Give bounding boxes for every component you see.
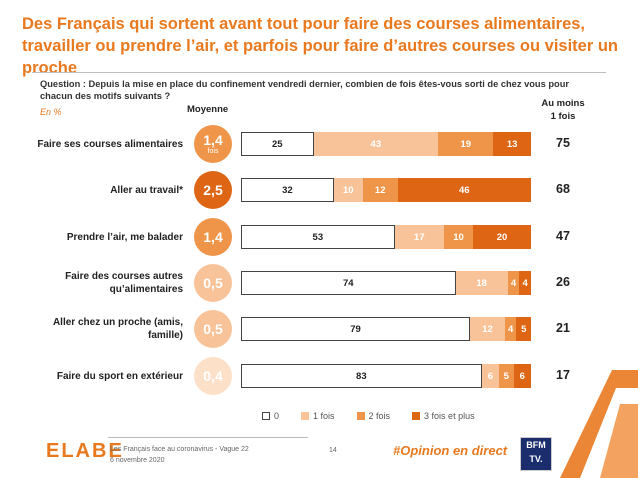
at-least-once-value: 17	[556, 368, 570, 382]
mean-circle: 0,5	[194, 310, 232, 348]
mean-value: 1,4	[203, 132, 223, 148]
at-least-once-value: 68	[556, 182, 570, 196]
source-note: Les Français face au coronavirus - Vague…	[110, 444, 249, 466]
category-label: Faire du sport en extérieur	[56, 370, 183, 382]
legend-swatch	[356, 412, 365, 420]
legend-swatch	[301, 412, 310, 420]
bar-segment: 5	[516, 317, 531, 341]
bfm-logo-line2: TV.	[529, 454, 543, 464]
at-least-once-value: 21	[556, 321, 570, 335]
source-line-2: 6 novembre 2020	[110, 457, 165, 464]
bar-segment: 43	[313, 132, 439, 156]
mean-circle: 2,5	[194, 171, 232, 209]
mean-value: 0,4	[203, 368, 223, 384]
at-least-once-value: 47	[556, 229, 570, 243]
bar-segment: 6	[513, 364, 531, 388]
mean-circle: 0,5	[194, 264, 232, 302]
bar-segment: 17	[394, 225, 444, 249]
title-divider	[32, 72, 606, 73]
mean-circle: 1,4	[194, 218, 232, 256]
legend-swatch	[412, 412, 421, 420]
stacked-bar: 79 12 4 5	[241, 317, 531, 341]
stacked-bar: 32 10 12 46	[241, 178, 531, 202]
mean-circle: 0,4	[194, 357, 232, 395]
atleast-column-header: Au moins 1 fois	[533, 97, 593, 123]
mean-value: 0,5	[203, 275, 223, 291]
legend-label: 3 fois et plus	[424, 411, 475, 421]
bar-segment: 79	[241, 317, 471, 341]
atleast-header-line2: 1 fois	[550, 111, 576, 122]
bar-segment: 46	[397, 178, 531, 202]
category-label: Faire ses courses alimentaires	[37, 138, 183, 150]
legend-item: 0	[262, 411, 279, 421]
bar-segment: 4	[507, 271, 520, 295]
legend-label: 2 fois	[368, 411, 391, 421]
legend-label: 1 fois	[313, 411, 335, 421]
bfmtv-logo: BFM TV.	[520, 437, 552, 471]
source-line-1: Les Français face au coronavirus - Vague…	[110, 446, 249, 453]
bar-segment: 18	[455, 271, 508, 295]
category-label: Prendre l’air, me balader	[66, 231, 183, 243]
category-label: Faire des courses autres qu’alimentaires	[65, 271, 183, 295]
decorative-triangle-icon	[560, 370, 638, 478]
page-title: Des Français qui sortent avant tout pour…	[22, 15, 619, 77]
bar-segment: 6	[481, 364, 500, 388]
bar-segment: 74	[241, 271, 456, 295]
mean-value: 0,5	[203, 321, 223, 337]
page-number: 14	[329, 447, 337, 454]
bar-segment: 10	[333, 178, 363, 202]
atleast-header-line1: Au moins	[541, 98, 585, 109]
bar-segment: 10	[443, 225, 473, 249]
at-least-once-value: 26	[556, 275, 570, 289]
bar-segment: 25	[241, 132, 314, 156]
bar-segment: 53	[241, 225, 395, 249]
mean-column-header: Moyenne	[187, 104, 229, 115]
category-label: Aller au travail*	[110, 184, 183, 196]
bar-segment: 4	[504, 317, 517, 341]
survey-question: Question : Depuis la mise en place du co…	[40, 79, 570, 101]
legend-label: 0	[274, 411, 280, 421]
legend-swatch	[262, 412, 270, 420]
chart-legend: 0 1 fois 2 fois 3 fois et plus	[262, 411, 497, 421]
bfm-logo-line1: BFM	[526, 440, 546, 450]
bar-segment: 4	[519, 271, 531, 295]
unit-label: En %	[40, 107, 62, 117]
elabe-logo: ELABE	[46, 440, 124, 462]
bar-segment: 12	[470, 317, 505, 341]
legend-item: 1 fois	[301, 411, 335, 421]
bar-segment: 13	[493, 132, 531, 156]
stacked-bar: 74 18 4 4	[241, 271, 531, 295]
legend-item: 3 fois et plus	[412, 411, 475, 421]
stacked-bar: 25 43 19 13	[241, 132, 531, 156]
stacked-bar: 53 17 10 20	[241, 225, 531, 249]
bar-segment: 5	[499, 364, 514, 388]
bar-segment: 32	[241, 178, 334, 202]
stacked-bar: 83 6 5 6	[241, 364, 531, 388]
mean-circle: 1,4 fois	[194, 125, 232, 163]
category-label: Aller chez un proche (amis, famille)	[52, 317, 183, 341]
legend-item: 2 fois	[356, 411, 391, 421]
bar-segment: 20	[472, 225, 531, 249]
hashtag: #Opinion en direct	[393, 443, 508, 458]
bar-segment: 83	[241, 364, 482, 388]
bar-segment: 12	[362, 178, 398, 202]
at-least-once-value: 75	[556, 136, 570, 150]
mean-value: 2,5	[203, 182, 223, 198]
mean-unit: fois	[207, 148, 219, 155]
mean-value: 1,4	[203, 229, 223, 245]
footer-divider	[108, 437, 308, 438]
bar-segment: 19	[438, 132, 494, 156]
